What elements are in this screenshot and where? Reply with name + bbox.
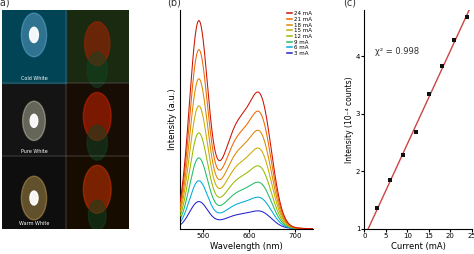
Y-axis label: Intensity (a.u.): Intensity (a.u.)	[168, 89, 177, 150]
Bar	[2, 10, 65, 83]
Point	[412, 130, 419, 134]
Y-axis label: Intensity (10⁻⁴ counts): Intensity (10⁻⁴ counts)	[346, 76, 355, 163]
Point	[399, 153, 407, 157]
Text: Cold White: Cold White	[20, 76, 47, 81]
X-axis label: Wavelength (nm): Wavelength (nm)	[210, 242, 283, 250]
Circle shape	[21, 13, 46, 57]
Point	[451, 38, 458, 42]
Text: Pure White: Pure White	[20, 149, 47, 154]
Point	[386, 178, 394, 182]
Circle shape	[30, 114, 38, 128]
Legend: 24 mA, 21 mA, 18 mA, 15 mA, 12 mA, 9 mA, 6 mA, 3 mA: 24 mA, 21 mA, 18 mA, 15 mA, 12 mA, 9 mA,…	[286, 11, 312, 56]
Circle shape	[88, 200, 106, 231]
Point	[374, 207, 381, 211]
Text: (b): (b)	[167, 0, 181, 8]
Text: (c): (c)	[343, 0, 356, 8]
Circle shape	[23, 101, 46, 140]
Circle shape	[83, 92, 111, 140]
Bar	[65, 10, 129, 83]
Circle shape	[29, 27, 38, 43]
Text: χ² = 0.998: χ² = 0.998	[375, 47, 419, 56]
Circle shape	[87, 125, 107, 160]
Point	[425, 91, 433, 96]
Bar	[2, 156, 65, 229]
Bar	[65, 156, 129, 229]
Circle shape	[21, 176, 46, 220]
X-axis label: Current (mA): Current (mA)	[391, 242, 446, 250]
Bar	[2, 83, 65, 156]
Circle shape	[83, 165, 111, 213]
Circle shape	[84, 22, 110, 66]
Point	[464, 15, 471, 19]
Text: Warm White: Warm White	[19, 221, 49, 226]
Text: (a): (a)	[0, 0, 9, 8]
Circle shape	[87, 52, 107, 87]
Bar	[65, 83, 129, 156]
Point	[438, 65, 446, 69]
Circle shape	[30, 191, 38, 205]
Bar	[2, 10, 65, 83]
